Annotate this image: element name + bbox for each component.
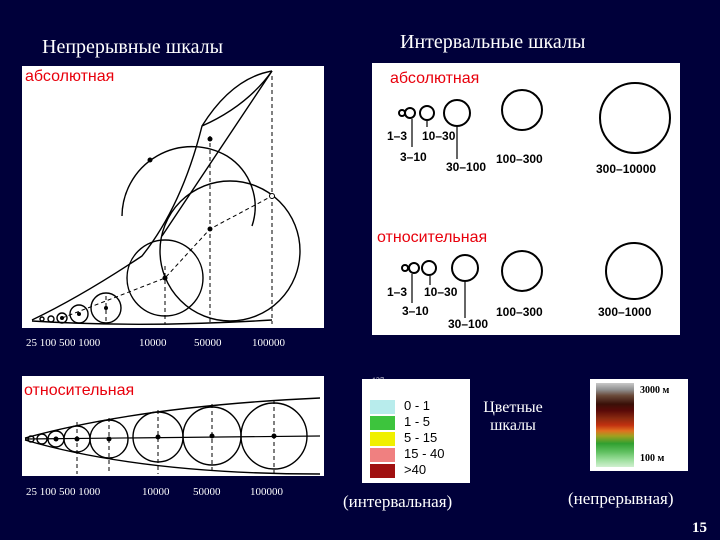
tick-label: 10000 bbox=[139, 337, 167, 349]
interval-diagram: 1–3 10–30 100–300 300–10000 3–10 30–100 … bbox=[387, 82, 671, 331]
absolute-continuous-label: абсолютная bbox=[25, 68, 115, 85]
interval-scales-heading: Интервальные шкалы bbox=[400, 31, 586, 53]
continuous-relative-diagram bbox=[24, 397, 321, 475]
elevation-gradient-bar bbox=[596, 383, 634, 467]
continuous-relative-panel bbox=[22, 376, 324, 476]
relative-continuous-label: относительная bbox=[24, 382, 135, 399]
legend-label: 5 - 15 bbox=[404, 430, 438, 445]
continuous-absolute-diagram bbox=[31, 70, 301, 325]
legend-swatch bbox=[370, 464, 395, 478]
relative-interval-label: относительная bbox=[377, 229, 488, 246]
interval-abs-label: 30–100 bbox=[446, 160, 486, 174]
tick-label: 100000 bbox=[252, 337, 285, 349]
interval-abs-label: 300–10000 bbox=[596, 162, 656, 176]
tick-label: 25 100 500 1000 bbox=[26, 337, 101, 349]
legend-title-text: Cs (Ки/км²) bbox=[384, 377, 443, 391]
interval-rel-label: 10–30 bbox=[424, 285, 458, 299]
interval-rel-label: 100–300 bbox=[496, 305, 543, 319]
tick-label: 50000 bbox=[194, 337, 222, 349]
legend-swatch bbox=[370, 416, 395, 430]
gradient-top-label: 3000 м bbox=[640, 385, 670, 396]
color-scales-line: шкалы bbox=[490, 417, 536, 434]
interval-rel-label: 1–3 bbox=[387, 285, 407, 299]
gradient-bottom-label: 100 м bbox=[640, 453, 665, 464]
cesium-legend: 0 - 1 1 - 5 5 - 15 15 - 40 >40 bbox=[362, 379, 470, 483]
interval-caption: (интервальная) bbox=[343, 492, 453, 511]
tick-label: 100000 bbox=[250, 486, 283, 498]
interval-rel-label: 30–100 bbox=[448, 317, 488, 331]
elevation-gradient-panel: 3000 м 100 м bbox=[590, 379, 688, 471]
interval-rel-label: 300–1000 bbox=[598, 305, 652, 319]
absolute-interval-label: абсолютная bbox=[390, 70, 480, 87]
legend-label: 15 - 40 bbox=[404, 446, 445, 461]
continuous-scales-heading: Непрерывные шкалы bbox=[42, 36, 224, 58]
legend-label: >40 bbox=[404, 462, 427, 477]
tick-label: 25 100 500 1000 bbox=[26, 486, 101, 498]
tick-label: 50000 bbox=[193, 486, 221, 498]
tick-label: 10000 bbox=[142, 486, 170, 498]
legend-label: 0 - 1 bbox=[404, 398, 431, 413]
interval-panel: 1–3 10–30 100–300 300–10000 3–10 30–100 … bbox=[372, 63, 680, 335]
legend-swatch bbox=[370, 448, 395, 462]
legend-title-superscript: 137 bbox=[372, 376, 384, 385]
legend-swatch bbox=[370, 432, 395, 446]
color-scales-caption: Цветные шкалы bbox=[478, 399, 548, 435]
color-scales-line: Цветные bbox=[483, 399, 543, 416]
legend-title: 137Cs (Ки/км²) bbox=[372, 376, 442, 392]
interval-abs-label: 3–10 bbox=[400, 150, 427, 164]
interval-rel-label: 3–10 bbox=[402, 304, 429, 318]
legend-label: 1 - 5 bbox=[404, 414, 431, 429]
interval-abs-label: 1–3 bbox=[387, 129, 407, 143]
continuous-absolute-panel bbox=[22, 66, 324, 328]
continuous-caption: (непрерывная) bbox=[568, 489, 674, 508]
interval-abs-label: 10–30 bbox=[422, 129, 456, 143]
interval-abs-label: 100–300 bbox=[496, 152, 543, 166]
page-number: 15 bbox=[692, 520, 707, 536]
legend-swatch bbox=[370, 400, 395, 414]
